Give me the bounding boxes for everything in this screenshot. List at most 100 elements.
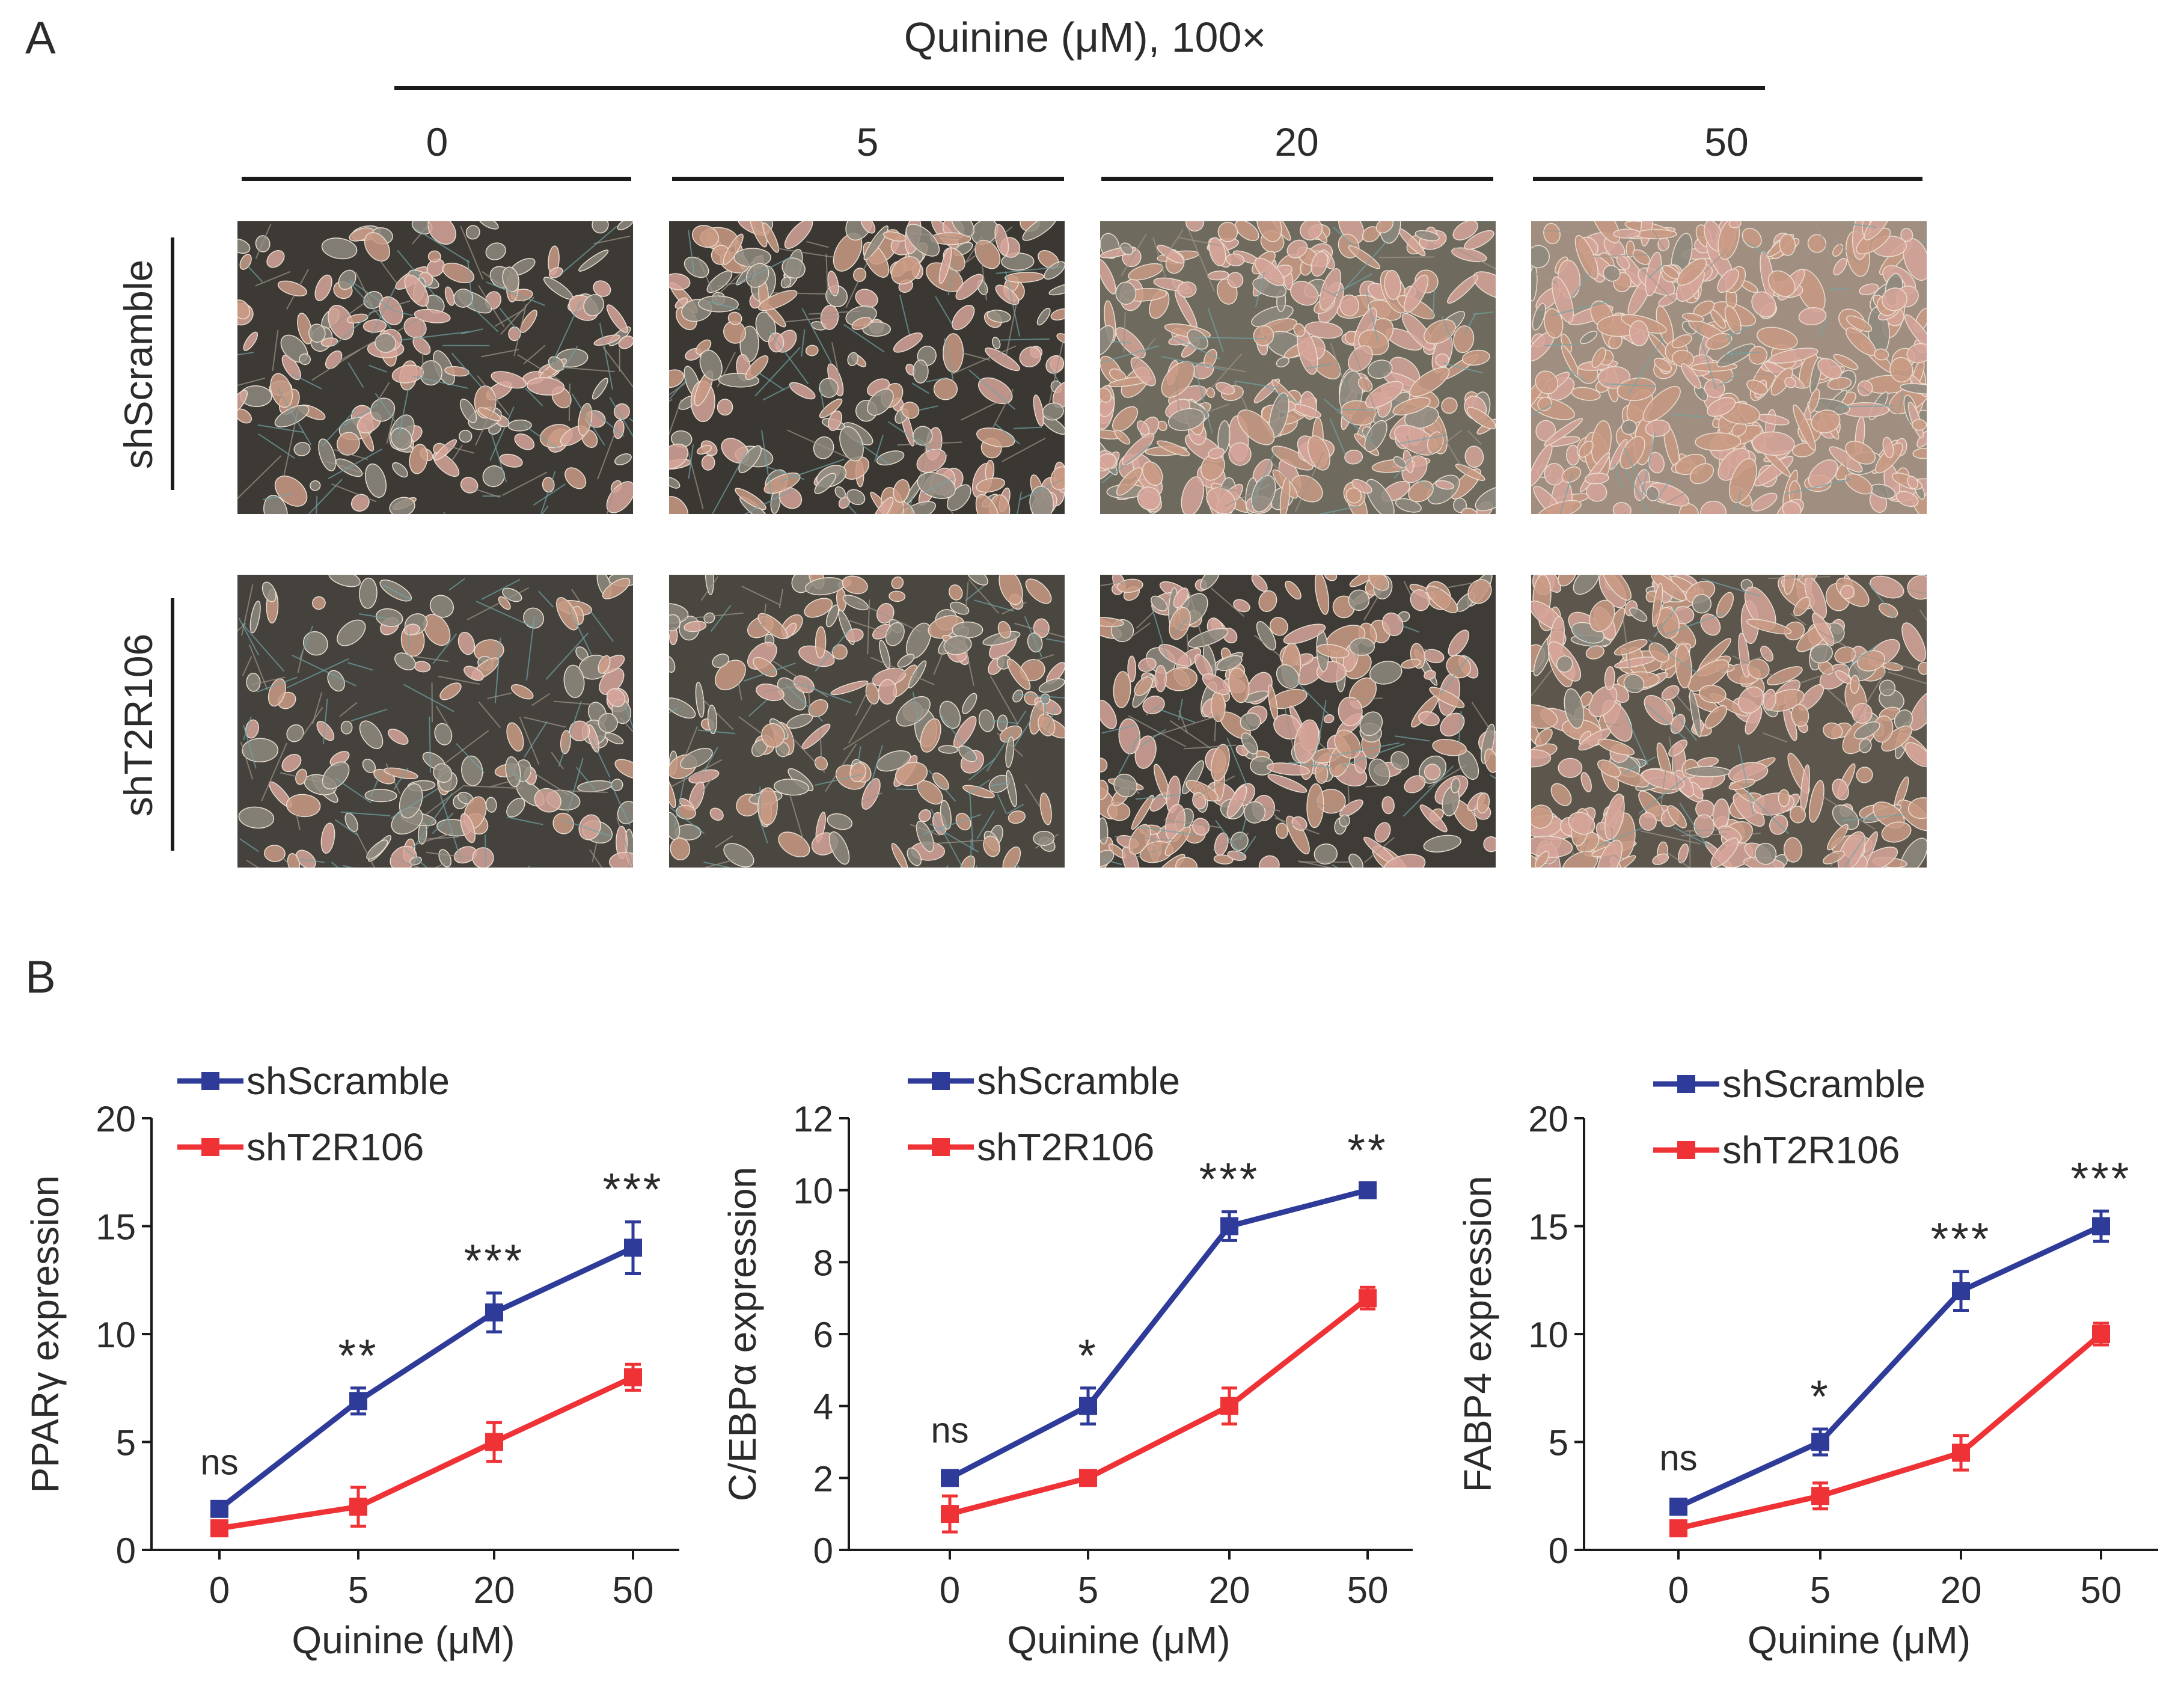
- legend-label-shscramble: shScramble: [246, 1059, 450, 1103]
- x-tick-label: 50: [613, 1570, 654, 1611]
- y-tick-label: 15: [96, 1207, 136, 1247]
- y-tick-label: 20: [96, 1099, 136, 1139]
- y-axis-label: PPARγ expression: [23, 1175, 67, 1493]
- y-tick-label: 6: [813, 1315, 833, 1355]
- data-point-sht2r106: [1359, 1289, 1377, 1308]
- data-point-shscramble: [624, 1238, 642, 1257]
- significance-label: *: [1078, 1330, 1098, 1382]
- micrograph-sht2r106-50: [1531, 575, 1927, 868]
- x-tick-label: 50: [1347, 1570, 1389, 1611]
- data-point-shscramble: [1079, 1397, 1097, 1415]
- data-point-shscramble: [1220, 1217, 1238, 1235]
- micrograph-shscramble-0: [237, 221, 633, 514]
- significance-label: **: [1347, 1125, 1387, 1177]
- x-axis-label: Quinine (μM): [1748, 1618, 1971, 1662]
- data-point-sht2r106: [1669, 1519, 1687, 1538]
- column-label-20: 20: [1274, 120, 1319, 164]
- chart-ppar-gamma: 0 5 10 15 20 0 5 20 50 Quinine (μM) PPARγ expressi…: [23, 1059, 679, 1662]
- panel-a-letter: A: [25, 13, 56, 64]
- significance-label: ***: [603, 1164, 664, 1215]
- column-bar-50: [1533, 177, 1922, 181]
- column-label-50: 50: [1704, 120, 1749, 164]
- legend-label-sht2r106: shT2R106: [246, 1125, 424, 1169]
- significance-label: **: [338, 1330, 378, 1382]
- y-tick-label: 20: [1528, 1099, 1568, 1139]
- x-tick-label: 5: [1810, 1570, 1831, 1611]
- y-tick-label: 0: [1549, 1531, 1568, 1571]
- significance-label: ns: [931, 1410, 968, 1450]
- x-tick-label: 0: [940, 1570, 960, 1611]
- data-point-sht2r106: [624, 1368, 642, 1386]
- data-point-sht2r106: [2092, 1325, 2110, 1343]
- column-label-0: 0: [426, 120, 448, 164]
- y-tick-label: 15: [1528, 1207, 1568, 1247]
- legend-marker: [1677, 1075, 1695, 1093]
- micrograph-sht2r106-0: [237, 575, 633, 868]
- legend-marker: [201, 1138, 219, 1156]
- data-point-shscramble: [485, 1303, 503, 1322]
- x-tick-label: 5: [1078, 1570, 1098, 1611]
- column-bar-0: [242, 177, 631, 181]
- panel-b-letter: B: [25, 952, 56, 1003]
- legend-label-sht2r106: shT2R106: [1722, 1128, 1900, 1172]
- significance-label: ns: [1659, 1437, 1697, 1478]
- data-point-shscramble: [1359, 1181, 1377, 1199]
- series-line-shscramble: [948, 1187, 1369, 1481]
- column-label-5: 5: [856, 120, 879, 164]
- data-point-shscramble: [941, 1469, 959, 1487]
- y-tick-label: 8: [813, 1243, 833, 1283]
- column-bar-5: [672, 177, 1064, 181]
- series-line-sht2r106: [219, 1374, 634, 1531]
- y-tick-label: 0: [116, 1531, 136, 1571]
- x-tick-label: 0: [209, 1570, 230, 1611]
- chart-cebp-alpha: 0 2 4 6 8 10 12 0 5 20 50 Quinine (μM) C/EBPα expres…: [721, 1059, 1413, 1662]
- y-tick-label: 2: [813, 1459, 833, 1499]
- series-line-sht2r106: [1677, 1332, 2103, 1531]
- row-label-shscramble: shScramble: [116, 259, 161, 470]
- series-line-sht2r106: [949, 1296, 1369, 1517]
- y-tick-label: 5: [1549, 1423, 1568, 1463]
- data-point-shscramble: [349, 1392, 367, 1410]
- series-line-shscramble: [1677, 1223, 2102, 1510]
- column-bar-20: [1101, 177, 1493, 181]
- significance-label: ***: [464, 1235, 525, 1287]
- legend-label-sht2r106: shT2R106: [977, 1125, 1154, 1169]
- row-label-sht2r106: shT2R106: [116, 633, 161, 817]
- data-point-shscramble: [1952, 1282, 1970, 1300]
- panel-a-header: Quinine (μM), 100×: [904, 14, 1267, 61]
- x-axis-label: Quinine (μM): [1007, 1618, 1230, 1662]
- significance-label: ***: [1199, 1154, 1260, 1205]
- x-tick-label: 20: [1209, 1570, 1250, 1611]
- data-point-shscramble: [210, 1499, 228, 1518]
- micrograph-shscramble-50: [1531, 221, 1927, 514]
- y-tick-label: 0: [813, 1531, 833, 1571]
- y-tick-label: 4: [813, 1387, 833, 1427]
- series-line-shscramble: [218, 1245, 634, 1511]
- legend-label-shscramble: shScramble: [1722, 1062, 1926, 1106]
- data-point-sht2r106: [1220, 1397, 1238, 1415]
- micrograph-shscramble-20: [1100, 221, 1496, 514]
- y-tick-label: 10: [793, 1171, 833, 1211]
- data-point-sht2r106: [349, 1498, 367, 1516]
- data-point-sht2r106: [1952, 1443, 1970, 1462]
- row-bar-sht2r106: [171, 598, 174, 851]
- data-point-sht2r106: [941, 1505, 959, 1523]
- x-tick-label: 20: [1941, 1570, 1982, 1611]
- micrograph-sht2r106-20: [1100, 575, 1496, 868]
- significance-label: *: [1810, 1371, 1831, 1422]
- micrograph-sht2r106-5: [669, 575, 1065, 868]
- data-point-sht2r106: [210, 1519, 228, 1538]
- significance-label: ***: [2071, 1153, 2132, 1204]
- y-tick-label: 10: [96, 1315, 136, 1355]
- data-point-shscramble: [2092, 1217, 2110, 1235]
- x-tick-label: 50: [2081, 1570, 2122, 1611]
- x-tick-label: 5: [348, 1570, 369, 1611]
- data-point-sht2r106: [1079, 1469, 1097, 1487]
- y-tick-label: 12: [793, 1099, 833, 1139]
- header-underline: [394, 86, 1765, 90]
- y-tick-label: 5: [116, 1423, 136, 1463]
- data-point-shscramble: [1811, 1433, 1829, 1451]
- significance-label: ***: [1931, 1214, 1992, 1265]
- legend-marker: [932, 1138, 950, 1156]
- legend-marker: [201, 1072, 219, 1090]
